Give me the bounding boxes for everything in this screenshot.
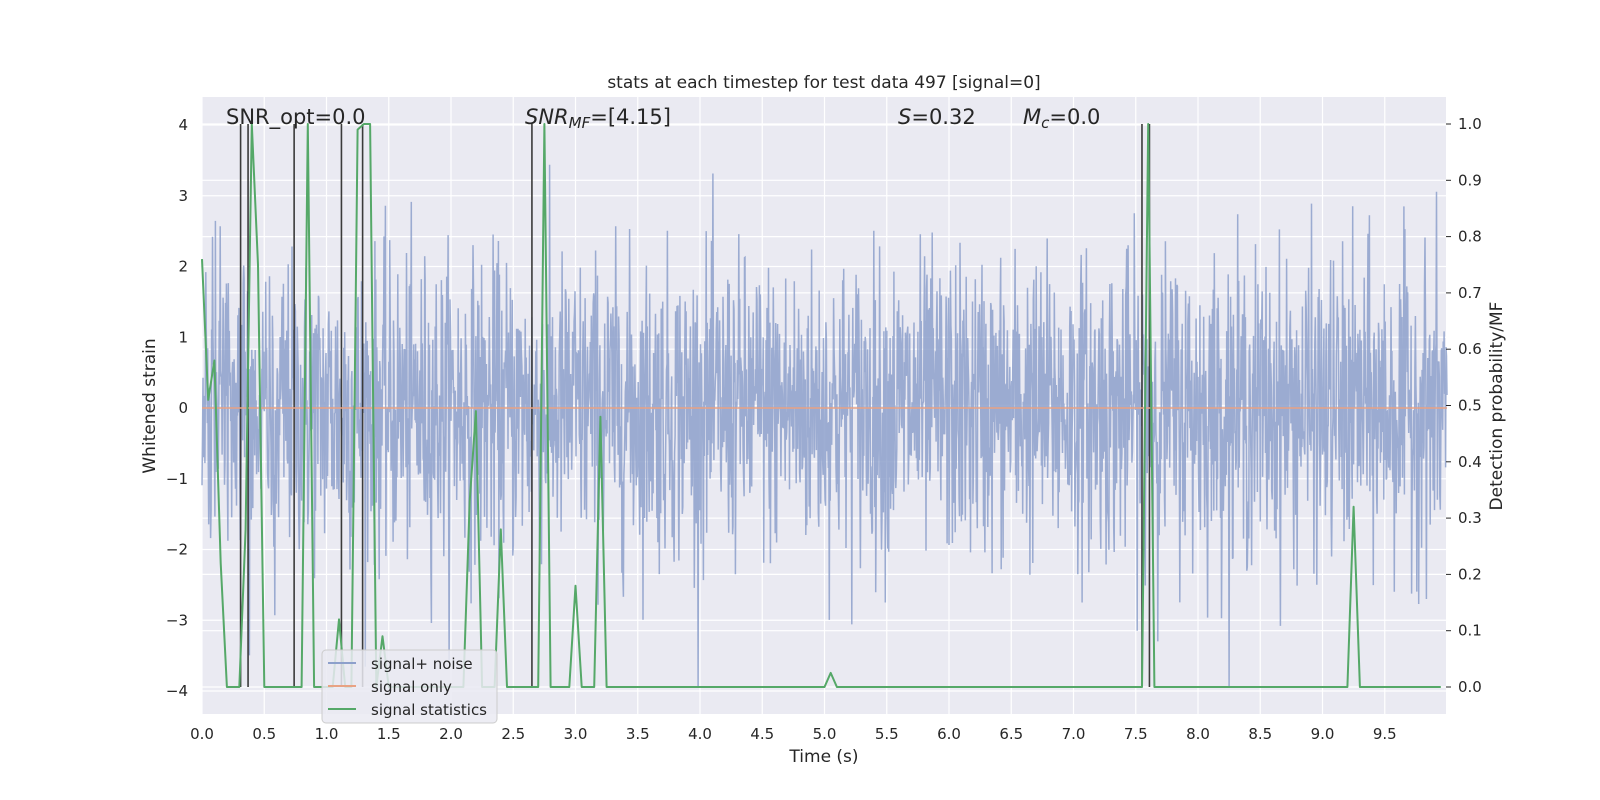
noise-trace: [201, 164, 1448, 688]
vertical-markers: [239, 124, 1151, 687]
y2-tick-label: 0.5: [1458, 397, 1482, 415]
y-tick-label: 1: [178, 328, 188, 346]
x-tick-label: 0.0: [190, 725, 214, 743]
y-tick-label: 3: [178, 187, 188, 205]
x-tick-label: 3.5: [626, 725, 650, 743]
s-symbol: S: [898, 105, 911, 129]
y-tick-label: −3: [166, 611, 188, 629]
x-axis-label: Time (s): [788, 747, 858, 767]
x-tick-label: 4.5: [750, 725, 774, 743]
mc-symbol: M: [1023, 105, 1041, 129]
legend-label-signal-only: signal only: [371, 678, 452, 696]
y2-tick-labels: 1.0 0.9 0.8 0.7 0.6 0.5 0.4 0.3 0.2 0.1 0.0: [1446, 115, 1482, 696]
y2-tick-label: 0.8: [1458, 228, 1482, 246]
x-tick-label: 9.0: [1311, 725, 1335, 743]
x-tick-label: 1.5: [377, 725, 401, 743]
x-tick-label: 5.0: [813, 725, 837, 743]
y-tick-labels: 4 3 2 1 0 −1 −2 −3 −4: [166, 116, 188, 700]
snr-opt-annotation: SNR_opt=0.0: [226, 105, 366, 130]
x-tick-label: 7.5: [1124, 725, 1148, 743]
y2-tick-label: 0.3: [1458, 509, 1482, 527]
x-tick-label: 1.0: [315, 725, 339, 743]
s-annotation: S=0.32: [898, 105, 976, 129]
mc-value: =0.0: [1049, 105, 1100, 129]
x-tick-label: 3.0: [564, 725, 588, 743]
y2-tick-label: 0.9: [1458, 171, 1482, 189]
x-tick-label: 2.5: [501, 725, 525, 743]
x-tick-label: 2.0: [439, 725, 463, 743]
chart-title: stats at each timestep for test data 497…: [607, 73, 1040, 93]
y-tick-label: 4: [178, 116, 188, 134]
legend-label-noise: signal+ noise: [371, 655, 473, 673]
legend-label-statistics: signal statistics: [371, 701, 487, 719]
y2-axis-label: Detection probability/MF: [1487, 302, 1507, 511]
y2-tick-label: 1.0: [1458, 115, 1482, 133]
y2-tick-label: 0.1: [1458, 622, 1482, 640]
x-tick-label: 6.0: [937, 725, 961, 743]
s-value: =0.32: [911, 105, 975, 129]
snr-mf-annotation: SNRMF=[4.15]: [525, 105, 671, 132]
x-tick-label: 4.0: [688, 725, 712, 743]
x-tick-label: 6.5: [999, 725, 1023, 743]
mc-annotation: Mc=0.0: [1023, 105, 1100, 132]
y-axis-label: Whitened strain: [140, 338, 160, 473]
snr-mf-symbol: SNR: [525, 105, 569, 129]
x-tick-label: 5.5: [875, 725, 899, 743]
signal-plus-noise-series: [201, 164, 1448, 688]
legend: signal+ noise signal only signal statist…: [321, 649, 498, 724]
y-tick-label: 2: [178, 258, 188, 276]
snr-mf-value: =[4.15]: [590, 105, 671, 129]
y2-tick-label: 0.7: [1458, 284, 1482, 302]
y-tick-label: −2: [166, 541, 188, 559]
y2-tick-label: 0.2: [1458, 565, 1482, 583]
snr-mf-subscript: MF: [569, 114, 591, 132]
y-tick-label: −4: [166, 682, 188, 700]
y2-tick-label: 0.6: [1458, 340, 1482, 358]
mc-subscript: c: [1041, 114, 1050, 132]
x-tick-label: 9.5: [1373, 725, 1397, 743]
y2-tick-label: 0.0: [1458, 678, 1482, 696]
x-tick-label: 8.5: [1248, 725, 1272, 743]
x-tick-label: 7.0: [1062, 725, 1086, 743]
y2-tick-label: 0.4: [1458, 453, 1482, 471]
legend-box: [321, 649, 498, 724]
x-tick-labels: 0.0 0.5 1.0 1.5 2.0 2.5 3.0 3.5 4.0 4.5 5.0 5.5 6.0 6…: [190, 725, 1397, 743]
y-tick-label: 0: [178, 399, 188, 417]
x-tick-label: 8.0: [1186, 725, 1210, 743]
x-tick-label: 0.5: [252, 725, 276, 743]
y-tick-label: −1: [166, 470, 188, 488]
